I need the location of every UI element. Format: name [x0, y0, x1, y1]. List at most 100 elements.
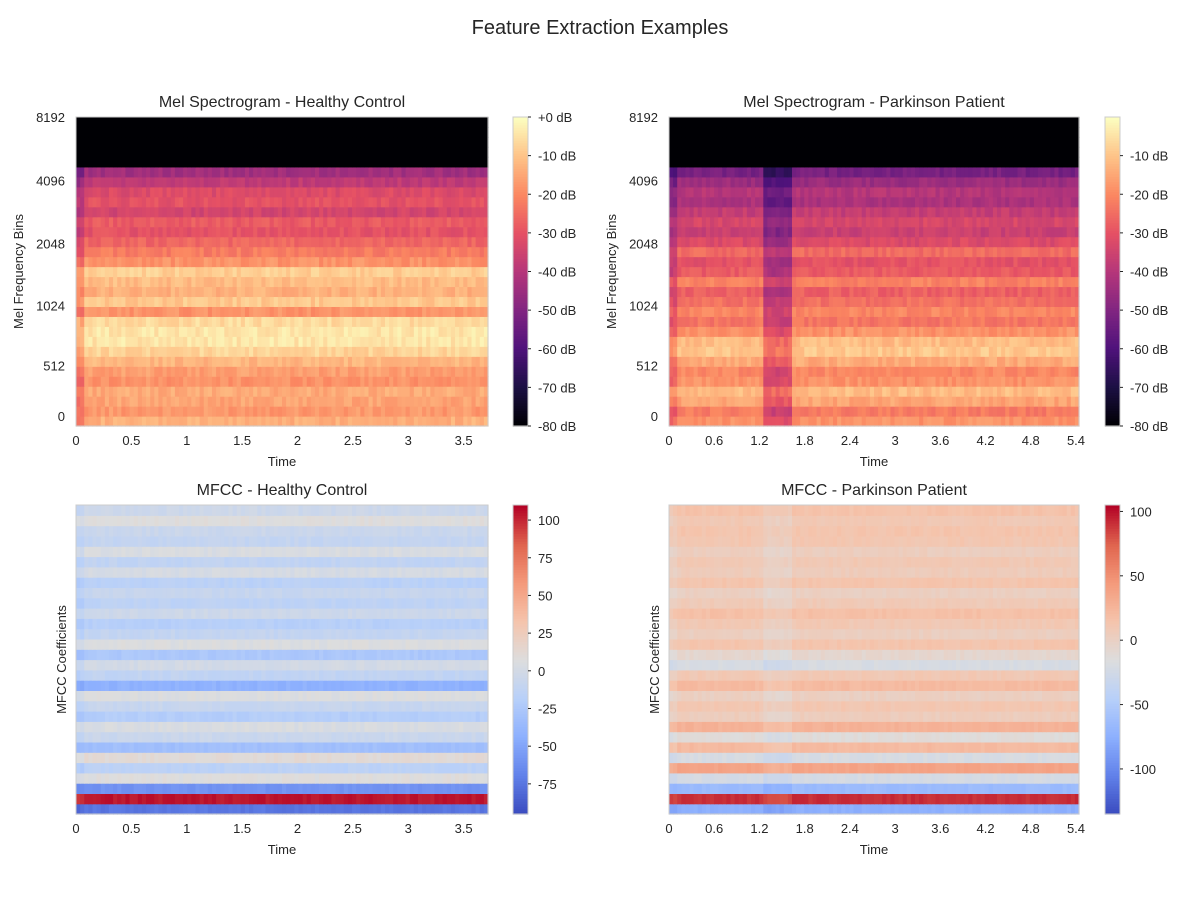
heatmap-cell [940, 267, 945, 278]
heatmap-cell [430, 356, 435, 367]
heatmap-cell [163, 157, 168, 168]
heatmap-cell [434, 416, 439, 427]
heatmap-cell [1022, 296, 1027, 307]
heatmap-cell [117, 227, 122, 238]
heatmap-cell [150, 167, 155, 178]
heatmap-cell [158, 306, 163, 317]
heatmap-cell [163, 227, 168, 238]
heatmap-cell [414, 286, 419, 297]
heatmap-cell [899, 376, 904, 387]
heatmap-cell [101, 276, 106, 287]
heatmap-cell [849, 396, 854, 407]
heatmap-cell [175, 296, 180, 307]
heatmap-cell [956, 376, 961, 387]
heatmap-cell [833, 336, 838, 347]
heatmap-cell [360, 386, 365, 397]
heatmap-cell [784, 356, 789, 367]
heatmap-cell [311, 267, 316, 278]
heatmap-cell [121, 207, 126, 218]
heatmap-cell [109, 366, 114, 377]
heatmap-cell [373, 326, 378, 337]
heatmap-cell [702, 366, 707, 377]
heatmap-cell [134, 207, 139, 218]
heatmap-cell [443, 276, 448, 287]
heatmap-cell [862, 376, 867, 387]
heatmap-cell [360, 346, 365, 357]
heatmap-cell [989, 356, 994, 367]
heatmap-cell [681, 276, 686, 287]
heatmap-cell [813, 267, 818, 278]
heatmap-cell [985, 356, 990, 367]
heatmap-cell [200, 207, 205, 218]
heatmap-cell [669, 346, 674, 357]
heatmap-cell [224, 346, 229, 357]
heatmap-cell [743, 416, 748, 427]
heatmap-cell [274, 257, 279, 268]
heatmap-cell [985, 326, 990, 337]
heatmap-cell [1018, 316, 1023, 327]
heatmap-cell [899, 346, 904, 357]
heatmap-cell [1005, 376, 1010, 387]
heatmap-cell [224, 376, 229, 387]
heatmap-cell [397, 157, 402, 168]
heatmap-cell [187, 127, 192, 138]
heatmap-cell [1034, 326, 1039, 337]
heatmap-cell [948, 267, 953, 278]
heatmap-cell [895, 257, 900, 268]
heatmap-cell [216, 336, 221, 347]
heatmap-cell [88, 127, 93, 138]
heatmap-cell [1005, 326, 1010, 337]
heatmap-cell [451, 167, 456, 178]
heatmap-cell [142, 356, 147, 367]
heatmap-cell [381, 167, 386, 178]
heatmap-cell [241, 346, 246, 357]
heatmap-cell [303, 366, 308, 377]
heatmap-cell [105, 217, 110, 228]
heatmap-cell [1018, 376, 1023, 387]
heatmap-cell [80, 267, 85, 278]
heatmap-cell [443, 416, 448, 427]
heatmap-cell [105, 267, 110, 278]
heatmap-cell [323, 167, 328, 178]
heatmap-cell [985, 406, 990, 417]
heatmap-cell [972, 366, 977, 377]
heatmap-cell [849, 326, 854, 337]
heatmap-cell [940, 316, 945, 327]
heatmap-cell [841, 267, 846, 278]
heatmap-cell [755, 406, 760, 417]
x-tick-label: 3.5 [455, 433, 473, 448]
heatmap-cell [751, 366, 756, 377]
heatmap-cell [931, 386, 936, 397]
heatmap-cell [381, 237, 386, 248]
heatmap-cell [117, 117, 122, 128]
heatmap-cell [677, 396, 682, 407]
heatmap-cell [1067, 326, 1072, 337]
heatmap-cell [204, 296, 209, 307]
heatmap-cell [261, 257, 266, 268]
heatmap-cell [134, 177, 139, 188]
heatmap-cell [677, 366, 682, 377]
heatmap-cell [208, 386, 213, 397]
heatmap-cell [183, 177, 188, 188]
heatmap-cell [825, 326, 830, 337]
heatmap-cell [472, 306, 477, 317]
heatmap-cell [698, 346, 703, 357]
heatmap-cell [233, 296, 238, 307]
heatmap-cell [171, 197, 176, 208]
heatmap-cell [101, 227, 106, 238]
heatmap-cell [97, 376, 102, 387]
heatmap-cell [841, 386, 846, 397]
heatmap-cell [472, 416, 477, 427]
heatmap-cell [882, 366, 887, 377]
heatmap-cell [927, 316, 932, 327]
heatmap-cell [393, 376, 398, 387]
heatmap-cell [315, 207, 320, 218]
heatmap-cell [204, 386, 209, 397]
heatmap-cell [414, 237, 419, 248]
heatmap-cell [455, 187, 460, 198]
heatmap-cell [1054, 276, 1059, 287]
heatmap-cell [183, 306, 188, 317]
heatmap-cell [253, 237, 258, 248]
heatmap-cell [311, 257, 316, 268]
heatmap-cell [150, 386, 155, 397]
